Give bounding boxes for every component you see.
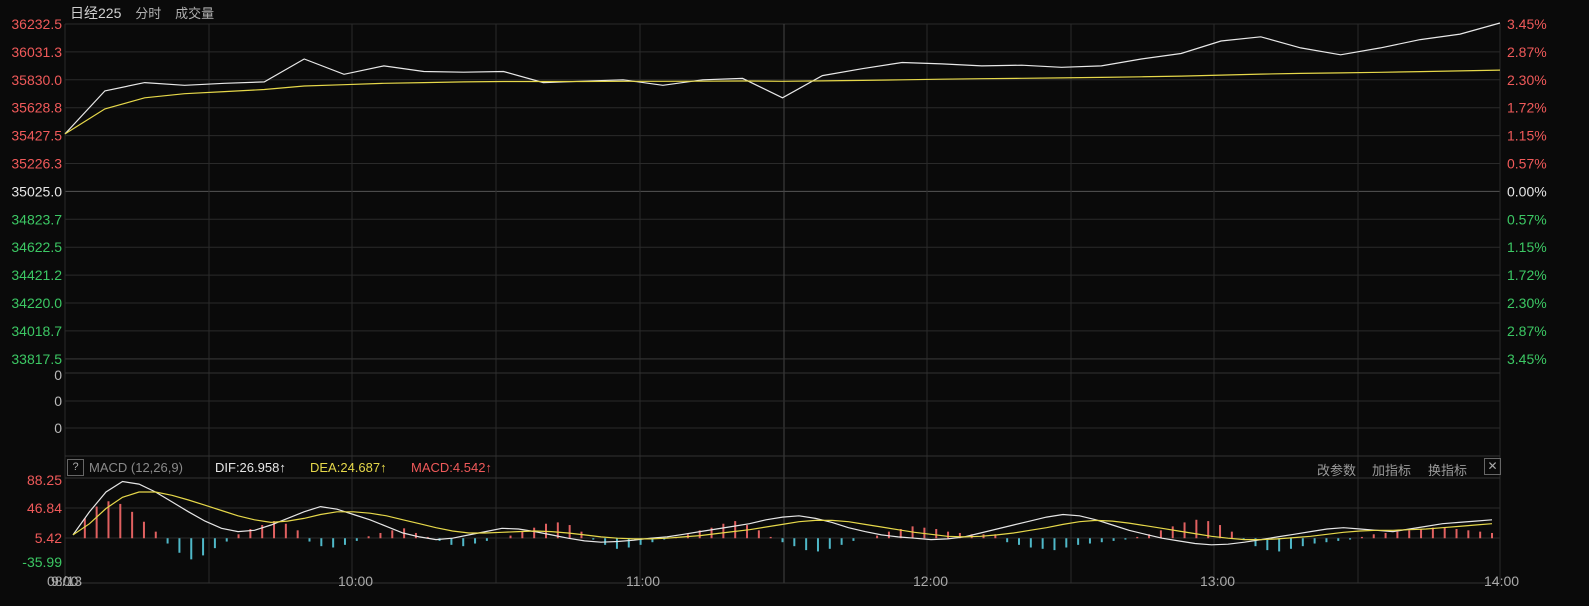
series-lines	[64, 22, 1501, 546]
percent-tick-label: 0.57%	[1507, 211, 1547, 227]
price-tick-label: 36031.3	[11, 44, 62, 60]
macd-axis-labels: 88.25 46.84 5.42 -35.99	[22, 472, 62, 570]
price-line	[64, 22, 1501, 135]
percent-tick-label: 2.87%	[1507, 323, 1547, 339]
price-tick-label: 33817.5	[11, 351, 62, 367]
price-tick-label: 34220.0	[11, 295, 62, 311]
price-tick-label: 36232.5	[11, 16, 62, 32]
percent-tick-label: 1.15%	[1507, 239, 1547, 255]
mode-label[interactable]: 分时	[135, 6, 162, 21]
edit-params-button[interactable]: 改参数	[1317, 463, 1357, 478]
percent-tick-label: 3.45%	[1507, 351, 1547, 367]
price-tick-label: 35427.5	[11, 128, 62, 144]
price-tick-label: 34823.7	[11, 211, 62, 227]
macd-tick-label: 88.25	[27, 472, 62, 488]
percent-tick-label: 2.30%	[1507, 72, 1547, 88]
help-icon[interactable]: ?	[67, 459, 84, 476]
percent-tick-label: 1.72%	[1507, 100, 1547, 116]
index-title: 日经225	[70, 5, 122, 21]
price-tick-label: 34421.2	[11, 267, 62, 283]
macd-histogram	[83, 501, 1493, 560]
percent-tick-label: 2.30%	[1507, 295, 1547, 311]
dif-line	[72, 480, 1493, 546]
volume-tick-label: 0	[54, 420, 62, 436]
macd-tick-label: 46.84	[27, 500, 62, 516]
time-tick-label: 08/13	[47, 573, 82, 589]
dif-value: DIF:26.958↑	[215, 460, 286, 475]
macd-info-bar: ? MACD (12,26,9) DIF:26.958↑ DEA:24.687↑…	[67, 458, 1503, 478]
time-tick-label: 10:00	[338, 573, 373, 589]
time-tick-label: 11:00	[626, 573, 660, 589]
time-tick-label: 13:00	[1200, 573, 1235, 589]
time-tick-label: 12:00	[913, 573, 948, 589]
macd-tick-label: -35.99	[22, 554, 62, 570]
grid-lines	[64, 23, 1501, 584]
average-price-line	[64, 69, 1501, 135]
time-tick-label: 14:00	[1484, 573, 1519, 589]
percent-tick-label: 0.57%	[1507, 156, 1547, 172]
dea-line	[72, 491, 1493, 541]
price-tick-label: 34622.5	[11, 239, 62, 255]
percent-tick-label: 1.15%	[1507, 128, 1547, 144]
price-tick-label: 34018.7	[11, 323, 62, 339]
price-tick-label: 35025.0	[11, 183, 62, 199]
percent-tick-label: 1.72%	[1507, 267, 1547, 283]
dea-value: DEA:24.687↑	[310, 460, 387, 475]
percent-tick-label: 0.00%	[1507, 183, 1547, 199]
price-tick-label: 35226.3	[11, 156, 62, 172]
percent-tick-label: 2.87%	[1507, 44, 1547, 60]
volume-axis-labels: 0 0 0	[54, 367, 62, 436]
macd-value: MACD:4.542↑	[411, 460, 492, 475]
volume-tick-label: 0	[54, 393, 62, 409]
percent-tick-label: 3.45%	[1507, 16, 1547, 32]
price-axis-labels: 36232.5 36031.3 35830.0 35628.8 35427.5 35226…	[11, 16, 1546, 367]
macd-tick-label: 5.42	[35, 530, 62, 546]
price-tick-label: 35830.0	[11, 72, 62, 88]
switch-indicator-button[interactable]: 换指标	[1428, 463, 1468, 478]
chart-header: 日经225 分时 成交量	[70, 3, 224, 23]
volume-label[interactable]: 成交量	[175, 6, 215, 21]
add-indicator-button[interactable]: 加指标	[1372, 463, 1412, 478]
macd-indicator-name[interactable]: MACD (12,26,9)	[89, 460, 183, 475]
close-icon[interactable]: ✕	[1484, 458, 1501, 475]
price-tick-label: 35628.8	[11, 100, 62, 116]
time-axis-labels: 08/139:00 10:00 11:00 12:00 13:00 14:00	[47, 573, 1519, 589]
time-tick-label: 9:00	[51, 573, 78, 589]
volume-tick-label: 0	[54, 367, 62, 383]
